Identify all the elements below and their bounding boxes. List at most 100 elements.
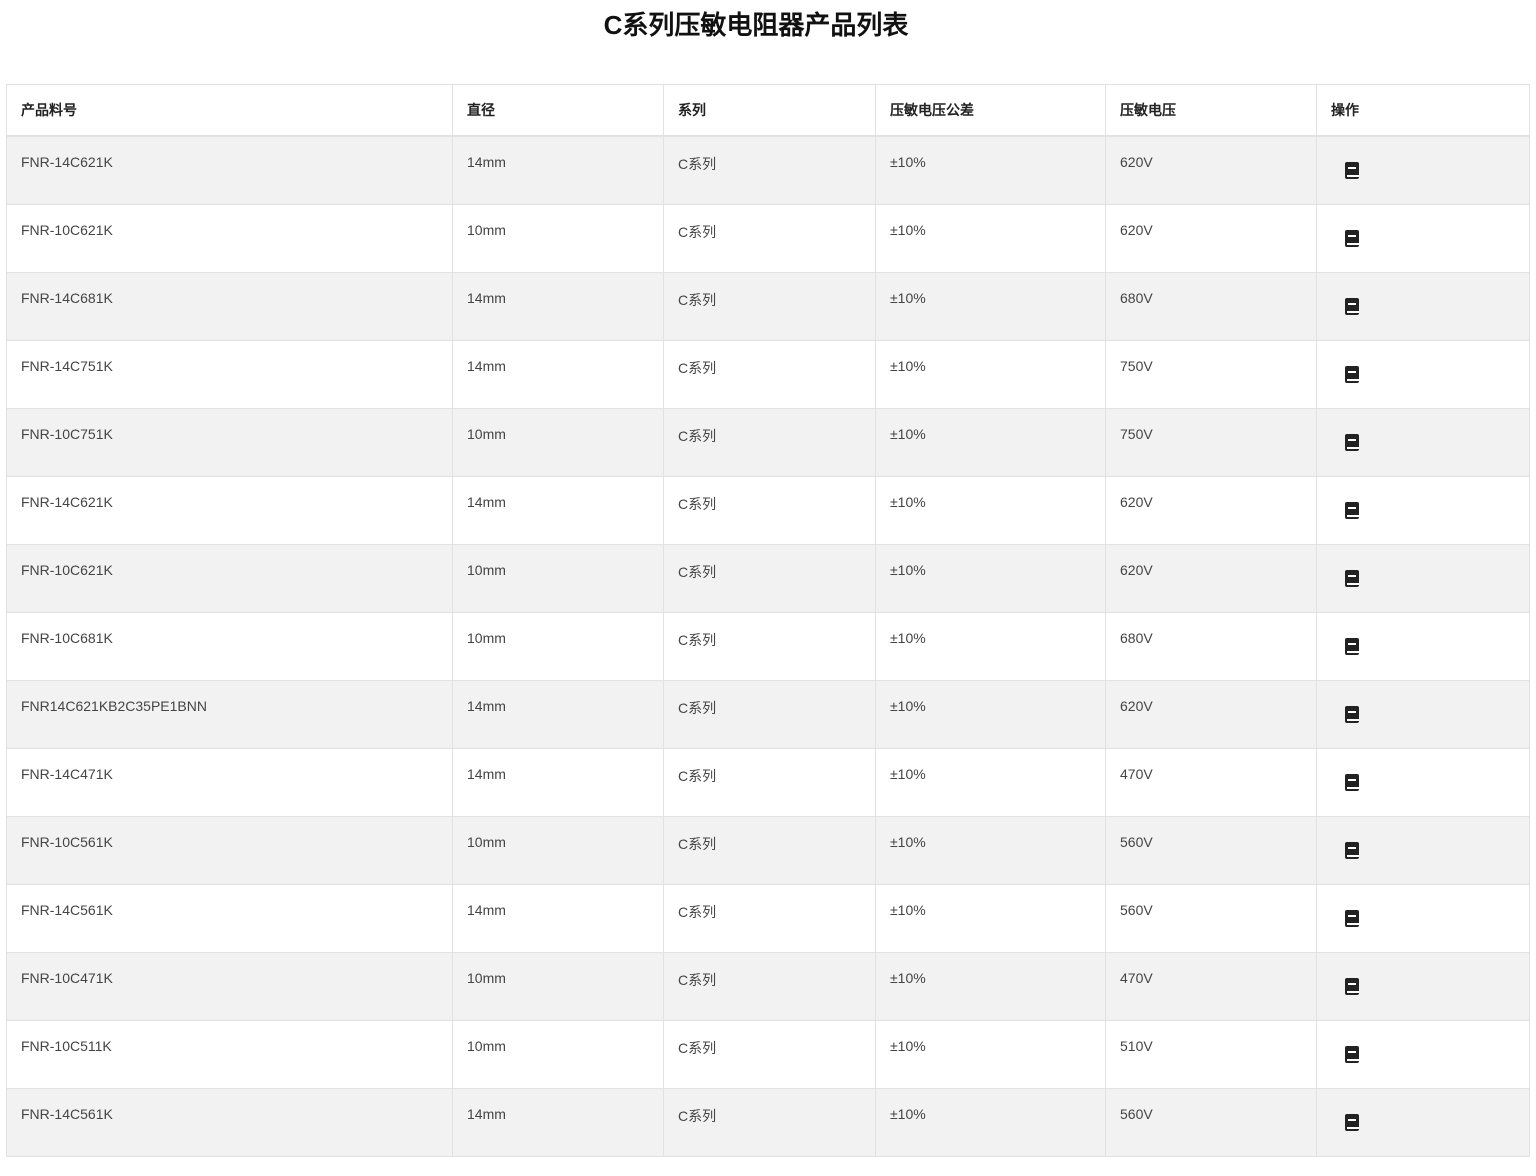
book-icon[interactable]: [1345, 705, 1359, 723]
cell-tolerance: ±10%: [875, 543, 1106, 613]
table-row: FNR-10C561K 10mm C系列 ±10% 560V: [6, 815, 1530, 885]
book-icon[interactable]: [1345, 365, 1359, 383]
cell-voltage: 680V: [1105, 271, 1317, 341]
book-icon[interactable]: [1345, 501, 1359, 519]
cell-part-number: FNR-10C511K: [6, 1019, 453, 1089]
cell-series: C系列: [663, 135, 876, 205]
cell-series: C系列: [663, 543, 876, 613]
table-row: FNR-14C681K 14mm C系列 ±10% 680V: [6, 271, 1530, 341]
cell-series: C系列: [663, 1019, 876, 1089]
cell-tolerance: ±10%: [875, 203, 1106, 273]
cell-action: [1316, 271, 1530, 341]
header-diameter: 直径: [452, 84, 664, 137]
book-icon[interactable]: [1345, 297, 1359, 315]
cell-voltage: 470V: [1105, 951, 1317, 1021]
book-icon[interactable]: [1345, 229, 1359, 247]
cell-series: C系列: [663, 407, 876, 477]
cell-action: [1316, 1019, 1530, 1089]
cell-action: [1316, 407, 1530, 477]
cell-diameter: 14mm: [452, 1087, 664, 1157]
cell-diameter: 14mm: [452, 747, 664, 817]
cell-tolerance: ±10%: [875, 815, 1106, 885]
header-action: 操作: [1316, 84, 1530, 137]
cell-voltage: 620V: [1105, 203, 1317, 273]
cell-diameter: 10mm: [452, 543, 664, 613]
book-icon[interactable]: [1345, 1113, 1359, 1131]
cell-action: [1316, 883, 1530, 953]
cell-voltage: 680V: [1105, 611, 1317, 681]
cell-part-number: FNR-10C561K: [6, 815, 453, 885]
cell-action: [1316, 815, 1530, 885]
book-icon[interactable]: [1345, 433, 1359, 451]
book-icon[interactable]: [1345, 977, 1359, 995]
cell-series: C系列: [663, 815, 876, 885]
table-row: FNR-14C561K 14mm C系列 ±10% 560V: [6, 1087, 1530, 1157]
cell-part-number: FNR-10C471K: [6, 951, 453, 1021]
cell-series: C系列: [663, 271, 876, 341]
cell-part-number: FNR-10C681K: [6, 611, 453, 681]
book-icon[interactable]: [1345, 841, 1359, 859]
cell-action: [1316, 747, 1530, 817]
book-icon[interactable]: [1345, 773, 1359, 791]
header-tolerance: 压敏电压公差: [875, 84, 1106, 137]
cell-part-number: FNR-14C621K: [6, 135, 453, 205]
cell-part-number: FNR-14C621K: [6, 475, 453, 545]
table-row: FNR-14C621K 14mm C系列 ±10% 620V: [6, 135, 1530, 205]
cell-tolerance: ±10%: [875, 475, 1106, 545]
cell-part-number: FNR14C621KB2C35PE1BNN: [6, 679, 453, 749]
page-title: C系列压敏电阻器产品列表: [603, 10, 909, 40]
table-row: FNR-10C621K 10mm C系列 ±10% 620V: [6, 543, 1530, 613]
cell-series: C系列: [663, 339, 876, 409]
cell-action: [1316, 611, 1530, 681]
cell-action: [1316, 135, 1530, 205]
cell-tolerance: ±10%: [875, 339, 1106, 409]
cell-series: C系列: [663, 475, 876, 545]
cell-diameter: 10mm: [452, 203, 664, 273]
cell-diameter: 14mm: [452, 339, 664, 409]
cell-voltage: 620V: [1105, 679, 1317, 749]
cell-diameter: 14mm: [452, 475, 664, 545]
cell-voltage: 750V: [1105, 339, 1317, 409]
cell-tolerance: ±10%: [875, 951, 1106, 1021]
table-row: FNR-10C511K 10mm C系列 ±10% 510V: [6, 1019, 1530, 1089]
cell-tolerance: ±10%: [875, 883, 1106, 953]
cell-voltage: 510V: [1105, 1019, 1317, 1089]
table-row: FNR-14C751K 14mm C系列 ±10% 750V: [6, 339, 1530, 409]
cell-action: [1316, 679, 1530, 749]
table-row: FNR-14C561K 14mm C系列 ±10% 560V: [6, 883, 1530, 953]
cell-part-number: FNR-14C471K: [6, 747, 453, 817]
cell-diameter: 10mm: [452, 611, 664, 681]
cell-diameter: 14mm: [452, 883, 664, 953]
cell-part-number: FNR-14C751K: [6, 339, 453, 409]
table-row: FNR-14C471K 14mm C系列 ±10% 470V: [6, 747, 1530, 817]
table-row: FNR-10C751K 10mm C系列 ±10% 750V: [6, 407, 1530, 477]
cell-tolerance: ±10%: [875, 611, 1106, 681]
cell-tolerance: ±10%: [875, 271, 1106, 341]
cell-action: [1316, 339, 1530, 409]
cell-action: [1316, 543, 1530, 613]
cell-action: [1316, 1087, 1530, 1157]
table-header-row: 产品料号 直径 系列 压敏电压公差 压敏电压 操作: [6, 84, 1530, 137]
cell-tolerance: ±10%: [875, 747, 1106, 817]
table-row: FNR-10C621K 10mm C系列 ±10% 620V: [6, 203, 1530, 273]
cell-series: C系列: [663, 1087, 876, 1157]
cell-part-number: FNR-14C681K: [6, 271, 453, 341]
cell-voltage: 620V: [1105, 543, 1317, 613]
book-icon[interactable]: [1345, 637, 1359, 655]
table-row: FNR-10C681K 10mm C系列 ±10% 680V: [6, 611, 1530, 681]
cell-diameter: 14mm: [452, 135, 664, 205]
cell-diameter: 10mm: [452, 407, 664, 477]
table-row: FNR-14C621K 14mm C系列 ±10% 620V: [6, 475, 1530, 545]
book-icon[interactable]: [1345, 569, 1359, 587]
cell-series: C系列: [663, 679, 876, 749]
cell-tolerance: ±10%: [875, 407, 1106, 477]
cell-voltage: 560V: [1105, 815, 1317, 885]
cell-tolerance: ±10%: [875, 679, 1106, 749]
cell-voltage: 750V: [1105, 407, 1317, 477]
book-icon[interactable]: [1345, 1045, 1359, 1063]
book-icon[interactable]: [1345, 162, 1359, 179]
cell-voltage: 470V: [1105, 747, 1317, 817]
cell-series: C系列: [663, 747, 876, 817]
cell-action: [1316, 475, 1530, 545]
book-icon[interactable]: [1345, 909, 1359, 927]
